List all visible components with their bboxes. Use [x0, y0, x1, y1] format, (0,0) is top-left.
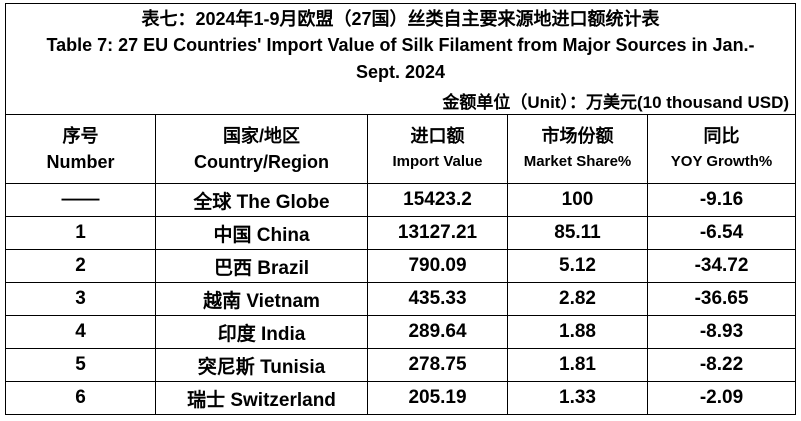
- cell: 1.33: [507, 381, 648, 415]
- cell: 205.19: [367, 381, 508, 415]
- cell: 2: [5, 249, 156, 283]
- cell: 1.88: [507, 315, 648, 349]
- cell: 中国 China: [155, 216, 368, 250]
- data-row: 5 突尼斯 Tunisia 278.75 1.81 -8.22: [5, 348, 797, 382]
- cell: 100: [507, 183, 648, 217]
- cell: 3: [5, 282, 156, 316]
- cell: 278.75: [367, 348, 508, 382]
- cell: -2.09: [646, 381, 797, 415]
- cell: -8.93: [646, 315, 797, 349]
- title-row: 表七：2024年1-9月欧盟（27国）丝类自主要来源地进口额统计表: [4, 3, 797, 31]
- cell: 1.81: [507, 348, 648, 382]
- header-row: 序号 Number 国家/地区 Country/Region 进口额 Import Val…: [5, 114, 797, 184]
- table-body: 表七：2024年1-9月欧盟（27国）丝类自主要来源地进口额统计表 Table …: [4, 3, 797, 415]
- header-en: YOY Growth%: [670, 153, 773, 170]
- cell: 289.64: [367, 315, 508, 349]
- cell: ——: [5, 183, 156, 217]
- cell: 巴西 Brazil: [155, 249, 368, 283]
- data-row: —— 全球 The Globe 15423.2 100 -9.16: [5, 183, 797, 217]
- header-zh: 序号: [62, 126, 99, 146]
- unit: 金额单位（Unit）：万美元(10 thousand USD): [4, 87, 797, 115]
- header-zh: 国家/地区: [222, 126, 300, 146]
- cell: 越南 Vietnam: [155, 282, 368, 316]
- cell: -34.72: [646, 249, 797, 283]
- header-en: Market Share%: [523, 153, 632, 170]
- cell: 15423.2: [367, 183, 508, 217]
- header-zh: 进口额: [410, 126, 465, 146]
- cell: 5: [5, 348, 156, 382]
- cell: 5.12: [507, 249, 648, 283]
- header-en: Number: [46, 152, 115, 172]
- header-cell: 进口额 Import Value: [367, 114, 508, 184]
- title-en: Table 7: 27 EU Countries' Import Value o…: [4, 31, 797, 87]
- cell: 瑞士 Switzerland: [155, 381, 368, 415]
- data-row: 2 巴西 Brazil 790.09 5.12 -34.72: [5, 249, 797, 283]
- cell: -9.16: [646, 183, 797, 217]
- cell: 印度 India: [155, 315, 368, 349]
- cell: -8.22: [646, 348, 797, 382]
- header-cell: 序号 Number: [5, 114, 156, 184]
- cell: 85.11: [507, 216, 648, 250]
- cell: 13127.21: [367, 216, 508, 250]
- data-row: 6 瑞士 Switzerland 205.19 1.33 -2.09: [5, 381, 797, 415]
- cell: -36.65: [646, 282, 797, 316]
- unit-row: 金额单位（Unit）：万美元(10 thousand USD): [4, 87, 797, 115]
- cell: 790.09: [367, 249, 508, 283]
- cell: 1: [5, 216, 156, 250]
- header-cell: 市场份额 Market Share%: [507, 114, 648, 184]
- header-en: Country/Region: [194, 152, 329, 172]
- cell: 2.82: [507, 282, 648, 316]
- title-row: Table 7: 27 EU Countries' Import Value o…: [4, 31, 797, 87]
- header-en: Import Value: [392, 153, 483, 170]
- cell: 435.33: [367, 282, 508, 316]
- cell: -6.54: [646, 216, 797, 250]
- header-cell: 同比 YOY Growth%: [646, 114, 797, 184]
- cell: 6: [5, 381, 156, 415]
- cell: 全球 The Globe: [155, 183, 368, 217]
- data-row: 4 印度 India 289.64 1.88 -8.93: [5, 315, 797, 349]
- title-zh: 表七：2024年1-9月欧盟（27国）丝类自主要来源地进口额统计表: [4, 3, 797, 31]
- header-zh: 市场份额: [541, 126, 614, 146]
- data-row: 1 中国 China 13127.21 85.11 -6.54: [5, 216, 797, 250]
- import-table: 表七：2024年1-9月欧盟（27国）丝类自主要来源地进口额统计表 Table …: [4, 3, 797, 415]
- cell: 4: [5, 315, 156, 349]
- header-cell: 国家/地区 Country/Region: [155, 114, 368, 184]
- cell: 突尼斯 Tunisia: [155, 348, 368, 382]
- header-zh: 同比: [703, 126, 740, 146]
- data-row: 3 越南 Vietnam 435.33 2.82 -36.65: [5, 282, 797, 316]
